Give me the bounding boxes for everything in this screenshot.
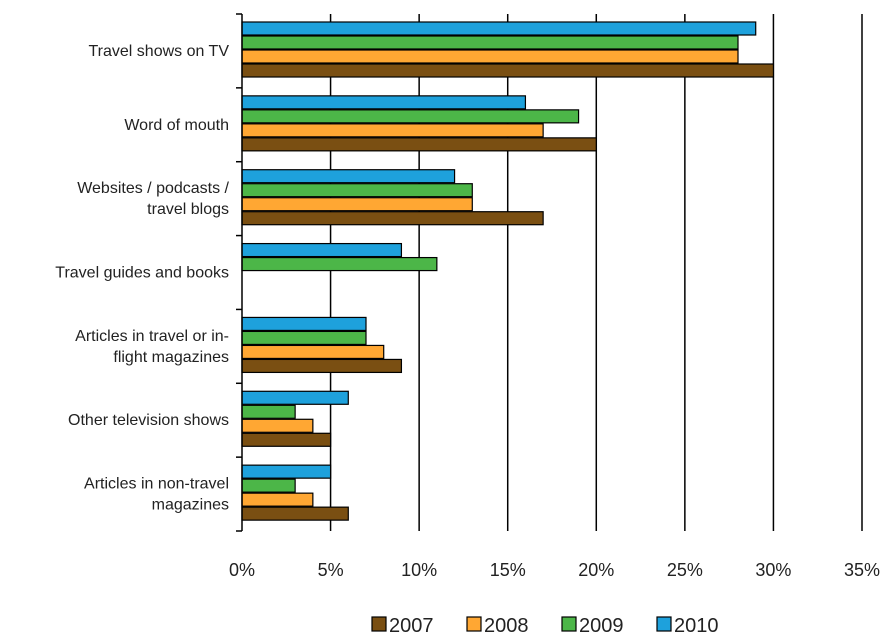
category-label: Articles in non-travel magazines	[84, 476, 229, 514]
bar-2009-7	[241, 478, 296, 493]
gridlines	[329, 14, 863, 531]
x-tick-label: 35%	[844, 560, 880, 580]
bar-2009-4	[241, 256, 438, 272]
x-tick-label: 10%	[401, 560, 437, 580]
bar-2010-7	[241, 464, 332, 479]
bars	[241, 21, 775, 521]
bar-2009-6	[241, 404, 296, 419]
legend-label-2007: 2007	[389, 615, 434, 636]
bar-2008-6	[241, 418, 314, 433]
category-label: Travel guides and books	[55, 265, 229, 282]
x-tick-label: 30%	[755, 560, 791, 580]
bar-2007-2	[241, 137, 597, 152]
bar-2008-7	[241, 492, 314, 507]
legend-swatch-2010	[656, 616, 672, 632]
bar-2009-5	[241, 330, 367, 346]
bar-2009-3	[241, 183, 473, 198]
legend-label-2008: 2008	[484, 615, 529, 636]
x-tick-label: 20%	[578, 560, 614, 580]
bar-2010-1	[241, 21, 757, 36]
bar-2008-1	[241, 49, 739, 64]
bar-2009-2	[241, 109, 580, 124]
category-labels: Travel shows on TV Word of mouth Websites …	[55, 43, 229, 514]
x-tick-label: 5%	[318, 560, 344, 580]
bar-2010-2	[241, 95, 527, 110]
category-label: Websites / podcasts / travel blogs	[77, 180, 229, 218]
legend: 2007 2008 2009 2010	[371, 615, 719, 636]
category-label: Travel shows on TV	[89, 43, 230, 60]
bar-2007-1	[241, 63, 775, 78]
bar-2010-4	[241, 242, 403, 258]
legend-swatch-2009	[561, 616, 577, 632]
legend-swatch-2008	[466, 616, 482, 632]
x-tick-label: 15%	[490, 560, 526, 580]
bar-2010-5	[241, 316, 367, 332]
category-label: Word of mouth	[124, 117, 229, 134]
bar-2010-3	[241, 169, 456, 184]
bar-2008-2	[241, 123, 544, 138]
x-tick-label: 0%	[229, 560, 255, 580]
bar-2009-1	[241, 35, 739, 50]
bar-2008-5	[241, 344, 385, 360]
axes	[236, 13, 243, 532]
legend-label-2010: 2010	[674, 615, 719, 636]
bar-2007-5	[241, 358, 403, 374]
legend-label-2009: 2009	[579, 615, 624, 636]
category-label: Other television shows	[68, 412, 229, 429]
bar-2010-6	[241, 390, 349, 405]
category-label: Articles in travel or in-flight magazine…	[75, 328, 229, 366]
legend-swatch-2007	[371, 616, 387, 632]
bar-2007-3	[241, 211, 544, 226]
bar-2008-3	[241, 197, 473, 212]
x-tick-labels: 0% 5% 10% 15% 20% 25% 30% 35%	[229, 560, 880, 580]
bar-2007-7	[241, 506, 349, 521]
x-tick-label: 25%	[667, 560, 703, 580]
bar-2007-6	[241, 432, 332, 447]
